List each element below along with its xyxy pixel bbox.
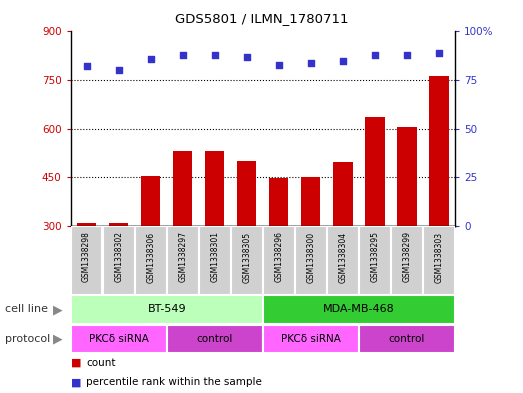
Text: GSM1338302: GSM1338302	[114, 231, 123, 283]
Text: GSM1338297: GSM1338297	[178, 231, 187, 283]
Bar	[263, 226, 294, 295]
Text: BT-549: BT-549	[147, 305, 186, 314]
Point	[403, 51, 411, 58]
Bar	[173, 151, 192, 226]
Bar	[327, 226, 359, 295]
Bar	[103, 226, 134, 295]
Bar	[301, 177, 321, 226]
Text: ■: ■	[71, 377, 81, 387]
Point	[211, 51, 219, 58]
Bar	[71, 325, 167, 353]
Bar	[109, 223, 128, 226]
Text: GSM1338305: GSM1338305	[242, 231, 251, 283]
Text: ▶: ▶	[53, 303, 62, 316]
Text: percentile rank within the sample: percentile rank within the sample	[86, 377, 262, 387]
Bar	[333, 162, 353, 226]
Point	[146, 55, 155, 62]
Text: MDA-MB-468: MDA-MB-468	[323, 305, 395, 314]
Bar	[199, 226, 231, 295]
Text: count: count	[86, 358, 116, 367]
Text: GDS5801 / ILMN_1780711: GDS5801 / ILMN_1780711	[175, 12, 348, 25]
Point	[115, 67, 123, 73]
Text: control: control	[197, 334, 233, 344]
Bar	[295, 226, 327, 295]
Text: ■: ■	[71, 358, 81, 367]
Point	[371, 51, 379, 58]
Text: GSM1338303: GSM1338303	[435, 231, 444, 283]
Text: PKCδ siRNA: PKCδ siRNA	[281, 334, 341, 344]
Point	[178, 51, 187, 58]
Bar	[263, 325, 359, 353]
Text: cell line: cell line	[5, 305, 48, 314]
Bar	[359, 325, 455, 353]
Point	[306, 59, 315, 66]
Bar	[205, 151, 224, 226]
Text: GSM1338300: GSM1338300	[306, 231, 315, 283]
Bar	[359, 226, 391, 295]
Text: GSM1338295: GSM1338295	[370, 231, 379, 283]
Text: GSM1338296: GSM1338296	[275, 231, 283, 283]
Bar	[397, 127, 416, 226]
Text: GSM1338298: GSM1338298	[82, 231, 91, 282]
Text: protocol: protocol	[5, 334, 51, 344]
Bar	[135, 226, 166, 295]
Bar	[429, 76, 449, 226]
Point	[275, 61, 283, 68]
Point	[243, 53, 251, 60]
Point	[435, 50, 443, 56]
Bar	[71, 226, 103, 295]
Text: GSM1338301: GSM1338301	[210, 231, 219, 283]
Bar	[71, 296, 263, 324]
Point	[83, 63, 91, 70]
Bar	[423, 226, 455, 295]
Text: GSM1338299: GSM1338299	[403, 231, 412, 283]
Bar	[269, 178, 288, 226]
Bar	[365, 118, 384, 226]
Bar	[263, 296, 455, 324]
Text: PKCδ siRNA: PKCδ siRNA	[89, 334, 149, 344]
Bar	[231, 226, 263, 295]
Bar	[167, 325, 263, 353]
Text: GSM1338304: GSM1338304	[338, 231, 347, 283]
Bar	[141, 176, 160, 226]
Point	[339, 57, 347, 64]
Bar	[237, 161, 256, 226]
Text: control: control	[389, 334, 425, 344]
Bar	[77, 223, 96, 226]
Text: ▶: ▶	[53, 332, 62, 345]
Text: GSM1338306: GSM1338306	[146, 231, 155, 283]
Bar	[167, 226, 199, 295]
Bar	[391, 226, 423, 295]
